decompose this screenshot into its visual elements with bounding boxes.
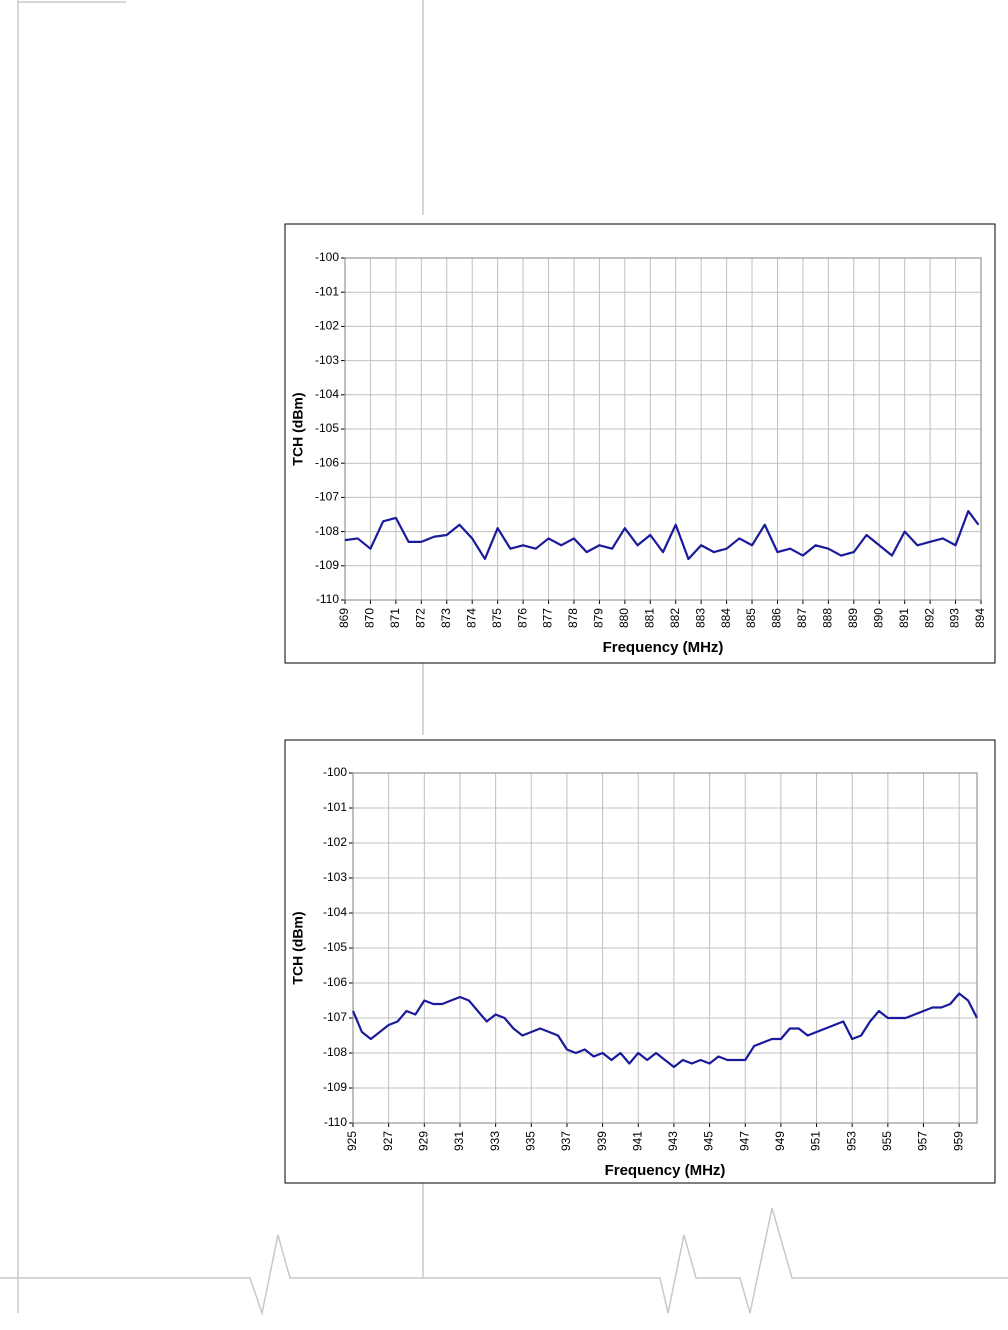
y-tick-label: -102 (315, 319, 339, 333)
x-tick-label: 941 (630, 1131, 644, 1151)
y-tick-label: -103 (315, 353, 339, 367)
plot-area (352, 772, 978, 1124)
x-tick-label: 875 (490, 608, 504, 628)
x-tick-label: 889 (846, 608, 860, 628)
x-tick-label: 959 (951, 1131, 965, 1151)
x-tick-label: 953 (844, 1131, 858, 1151)
wave (0, 1207, 1008, 1316)
x-tick-label: 943 (666, 1131, 680, 1151)
x-tick-label: 870 (363, 608, 377, 628)
x-tick-label: 873 (439, 608, 453, 628)
data-line (344, 509, 980, 561)
x-tick-label: 884 (719, 608, 733, 628)
x-axis-label: Frequency (MHz) (605, 1162, 726, 1179)
x-tick-label: 885 (744, 608, 758, 628)
x-tick-label: 879 (592, 608, 606, 628)
x-tick-label: 894 (973, 608, 987, 628)
x-tick-label: 886 (770, 608, 784, 628)
y-tick-label: -105 (323, 940, 347, 954)
y-tick-label: -104 (315, 387, 339, 401)
x-tick-label: 937 (559, 1131, 573, 1151)
x-tick-label: 947 (737, 1131, 751, 1151)
y-tick-label: -104 (323, 905, 347, 919)
x-tick-label: 927 (381, 1131, 395, 1151)
x-tick-label: 882 (668, 608, 682, 628)
x-tick-label: 957 (916, 1131, 930, 1151)
y-tick-label: -109 (323, 1080, 347, 1094)
y-tick-label: -108 (315, 524, 339, 538)
y-tick-label: -108 (323, 1045, 347, 1059)
plot-area (344, 257, 982, 601)
x-tick-label: 877 (541, 608, 555, 628)
x-tick-label: 929 (416, 1131, 430, 1151)
x-axis-label: Frequency (MHz) (603, 639, 724, 656)
x-tick-label: 939 (595, 1131, 609, 1151)
y-tick-label: -106 (323, 975, 347, 989)
data-line (351, 992, 978, 1069)
x-tick-label: 949 (773, 1131, 787, 1151)
y-tick-label: -109 (315, 558, 339, 572)
x-tick-label: 876 (515, 608, 529, 628)
x-tick-label: 880 (617, 608, 631, 628)
x-tick-label: 881 (642, 608, 656, 628)
x-tick-label: 890 (871, 608, 885, 628)
y-tick-label: -101 (323, 800, 347, 814)
chart: -100 -101 -102 -103 -104 -105 -106 -107 -108 -109… (284, 739, 996, 1184)
x-tick-label: 878 (566, 608, 580, 628)
y-tick-label: -102 (323, 835, 347, 849)
y-tick-label: -100 (315, 250, 339, 264)
x-tick-label: 887 (795, 608, 809, 628)
chart-frame (284, 739, 996, 1184)
x-tick-label: 893 (948, 608, 962, 628)
x-tick-label: 872 (413, 608, 427, 628)
x-tick-label: 933 (488, 1131, 502, 1151)
x-tick-label: 951 (809, 1131, 823, 1151)
y-tick-label: -110 (324, 1115, 347, 1129)
y-tick-label: -106 (315, 455, 339, 469)
x-tick-label: 931 (452, 1131, 466, 1151)
x-tick-label: 888 (821, 608, 835, 628)
x-tick-label: 935 (523, 1131, 537, 1151)
x-tick-label: 925 (345, 1131, 359, 1151)
x-tick-label: 955 (880, 1131, 894, 1151)
y-tick-label: -110 (316, 592, 339, 606)
y-axis-label: TCH (dBm) (290, 392, 306, 465)
y-tick-label: -100 (323, 765, 347, 779)
x-tick-label: 871 (388, 608, 402, 628)
y-tick-label: -107 (315, 490, 339, 504)
x-tick-label: 883 (693, 608, 707, 628)
x-tick-label: 874 (464, 608, 478, 628)
x-tick-label: 869 (337, 608, 351, 628)
y-tick-label: -101 (315, 284, 339, 298)
x-tick-label: 891 (897, 608, 911, 628)
chart: -100 -101 -102 -103 -104 -105 -106 -107 -108 -109… (284, 223, 996, 664)
x-tick-label: 945 (702, 1131, 716, 1151)
y-tick-label: -105 (315, 421, 339, 435)
y-axis-label: TCH (dBm) (290, 911, 306, 984)
chart-frame (284, 223, 996, 664)
y-tick-label: -103 (323, 870, 347, 884)
y-tick-label: -107 (323, 1010, 347, 1024)
x-tick-label: 892 (922, 608, 936, 628)
